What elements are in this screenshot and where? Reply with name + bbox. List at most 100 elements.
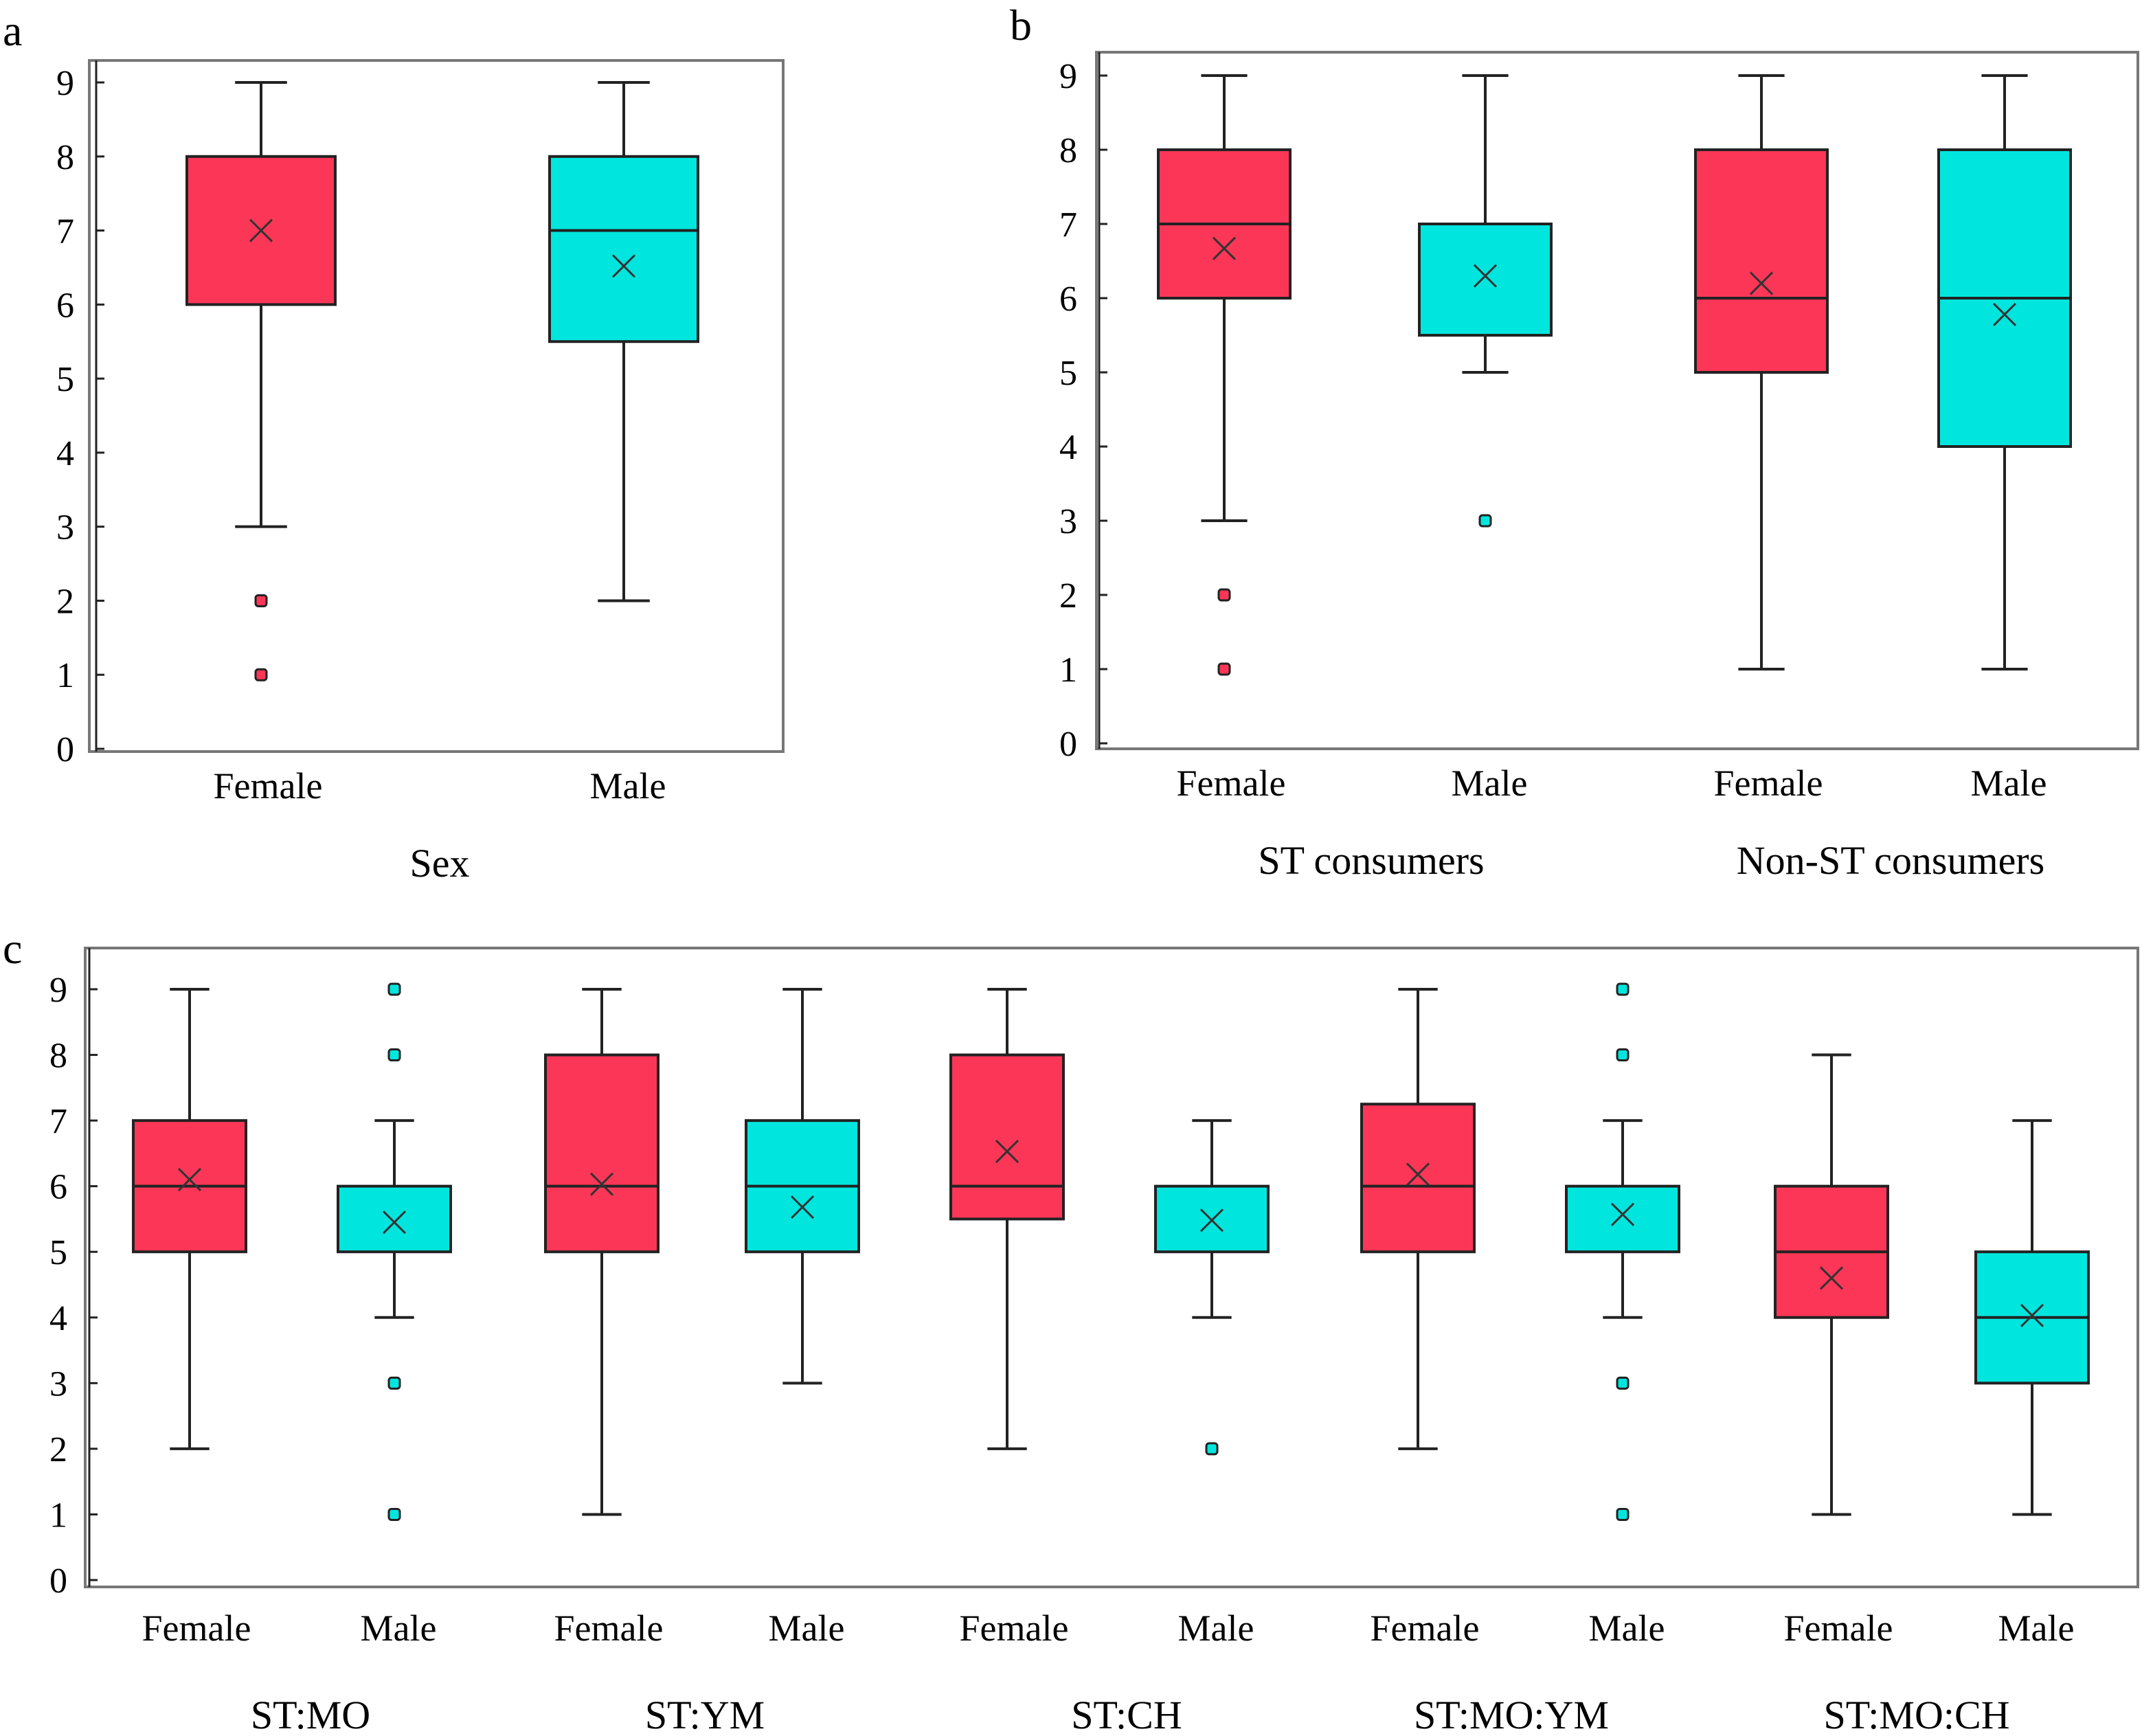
- iqr-box: [1565, 1184, 1680, 1254]
- group-label: ST:CH: [1071, 1693, 1182, 1736]
- outlier-point: [1616, 982, 1630, 996]
- y-tick-label: 3: [56, 508, 74, 548]
- box-female: [1774, 1053, 1889, 1516]
- y-tick-label: 2: [56, 582, 74, 621]
- y-tick-label: 9: [49, 971, 67, 1010]
- box-female: [949, 988, 1065, 1450]
- category-label: Male: [1452, 763, 1528, 804]
- iqr-box: [544, 1053, 659, 1254]
- box-female: [1360, 988, 1476, 1450]
- outlier-point: [387, 1048, 401, 1062]
- panel-b: b 0 1 2 3 4 5 6 7 8 9 Female Male Female Male ST consum…: [1010, 1, 2139, 883]
- panel-letter: b: [1010, 1, 1032, 49]
- mean-marker: [249, 218, 273, 243]
- box-male: [1154, 1119, 1270, 1456]
- category-label: Female: [554, 1608, 664, 1649]
- box-male: [1565, 982, 1680, 1521]
- group-label: Sex: [410, 841, 470, 886]
- mean-marker: [1749, 271, 1774, 295]
- y-tick-label: 8: [1059, 131, 1077, 170]
- plot-frame: [88, 59, 785, 753]
- y-tick-label: 9: [1059, 57, 1077, 96]
- y-tick-label: 1: [1059, 651, 1077, 690]
- y-tick-label: 7: [1059, 205, 1077, 245]
- category-label: Female: [1784, 1608, 1893, 1649]
- outlier-point: [1217, 662, 1231, 676]
- mean-marker: [2020, 1303, 2044, 1327]
- category-label: Male: [769, 1608, 845, 1649]
- mean-marker: [1473, 264, 1498, 288]
- category-label: Female: [1714, 763, 1823, 804]
- box-male: [745, 988, 860, 1385]
- y-tick-label: 1: [56, 656, 74, 695]
- box-male: [1974, 1119, 2090, 1516]
- box-female: [1157, 74, 1292, 676]
- iqr-box: [1154, 1184, 1270, 1254]
- group-label: ST:MO:YM: [1414, 1693, 1609, 1736]
- outlier-point: [1478, 514, 1492, 528]
- panel-letter: a: [3, 6, 22, 55]
- box-male: [1418, 74, 1553, 528]
- plot-frame: [1095, 51, 2139, 750]
- y-tick-label: 7: [49, 1102, 67, 1141]
- mean-marker: [790, 1195, 815, 1219]
- panel-a: a 0 1 2 3 4 5 6 7 8 9 Female Male Sex: [3, 6, 785, 886]
- y-tick-label: 3: [49, 1364, 67, 1404]
- group-label: ST:MO: [251, 1693, 370, 1736]
- iqr-box: [337, 1184, 452, 1254]
- category-label: Female: [1177, 763, 1286, 804]
- y-tick-label: 0: [56, 730, 74, 769]
- iqr-box: [548, 155, 699, 343]
- y-tick-label: 2: [49, 1430, 67, 1469]
- mean-marker: [1992, 302, 2017, 326]
- iqr-box: [949, 1053, 1065, 1221]
- y-tick-label: 0: [49, 1562, 67, 1601]
- group-label: ST:YM: [645, 1693, 765, 1736]
- outlier-point: [387, 982, 401, 996]
- mean-marker: [382, 1210, 407, 1235]
- iqr-box: [1418, 223, 1553, 337]
- mean-marker: [1212, 236, 1237, 260]
- box-male: [548, 81, 699, 602]
- category-label: Male: [1589, 1608, 1665, 1649]
- outlier-point: [1616, 1376, 1630, 1390]
- outlier-point: [1217, 588, 1231, 602]
- outlier-point: [387, 1376, 401, 1390]
- y-tick-label: 8: [49, 1037, 67, 1076]
- y-tick-label: 1: [49, 1496, 67, 1535]
- box-female: [132, 988, 247, 1450]
- iqr-box: [1360, 1103, 1476, 1254]
- y-tick-label: 4: [56, 434, 74, 473]
- mean-marker: [1199, 1208, 1224, 1232]
- plot-frame: [84, 947, 2139, 1588]
- y-tick-label: 4: [49, 1299, 67, 1338]
- panel-letter: c: [3, 924, 22, 973]
- y-tick-label: 9: [56, 64, 74, 103]
- category-label: Female: [142, 1608, 251, 1649]
- box-female: [185, 81, 337, 681]
- category-label: Male: [1178, 1608, 1254, 1649]
- y-tick-label: 6: [49, 1168, 67, 1207]
- outlier-point: [254, 594, 268, 607]
- y-tick-label: 8: [56, 138, 74, 177]
- y-tick-label: 5: [1059, 354, 1077, 393]
- category-label: Female: [960, 1608, 1069, 1649]
- box-male: [337, 982, 452, 1521]
- outlier-point: [1205, 1442, 1219, 1456]
- iqr-box: [1694, 148, 1829, 374]
- group-label: Non-ST consumers: [1737, 838, 2044, 883]
- group-label: ST:MO:CH: [1823, 1693, 2009, 1736]
- y-tick-label: 3: [1059, 502, 1077, 541]
- y-tick-label: 6: [56, 286, 74, 325]
- outlier-point: [387, 1507, 401, 1521]
- y-tick-label: 5: [49, 1233, 67, 1272]
- mean-marker: [589, 1172, 614, 1196]
- y-tick-label: 2: [1059, 576, 1077, 616]
- category-label: Female: [1371, 1608, 1480, 1649]
- mean-marker: [1406, 1162, 1430, 1186]
- y-tick-label: 7: [56, 212, 74, 251]
- mean-marker: [1819, 1266, 1844, 1290]
- y-tick-label: 5: [56, 360, 74, 399]
- box-male: [1937, 74, 2072, 670]
